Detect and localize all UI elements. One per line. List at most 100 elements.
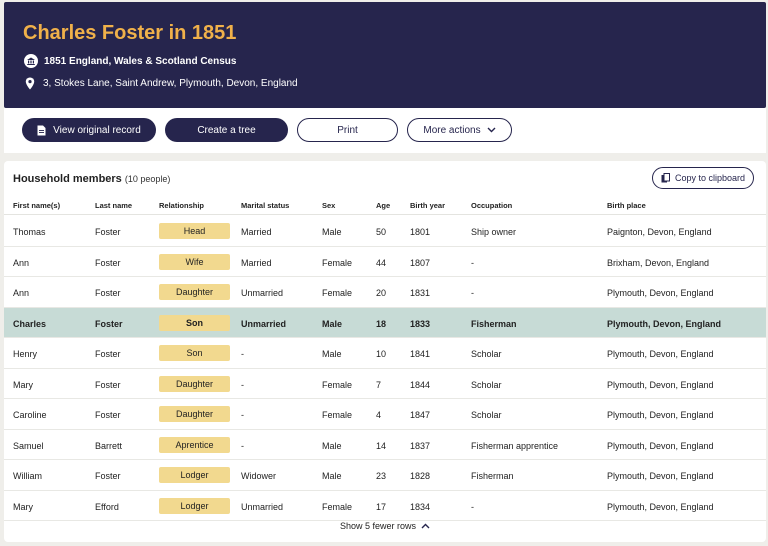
occupation-cell: Fisherman <box>471 471 514 481</box>
relationship-badge: Son <box>159 314 230 331</box>
col-first-name: First name(s) <box>13 201 61 210</box>
age-cell: 50 <box>376 227 387 237</box>
last-name-cell: Foster <box>95 227 121 237</box>
age-cell: 17 <box>376 501 387 512</box>
relationship-badge: Daughter <box>159 284 230 300</box>
last-name-cell: Foster <box>95 379 121 390</box>
table-row: Caroline Foster Daughter - Female 4 1847 Schola… <box>4 399 766 430</box>
occupation-cell: - <box>471 501 474 512</box>
table-row: Henry Foster Son - Male 10 1841 Scholar Plymouth… <box>4 338 766 369</box>
table-row: William Foster Lodger Widower Male 23 1828 Fish… <box>4 460 766 491</box>
first-name-cell: Mary <box>13 501 33 512</box>
relationship-badge: Lodger <box>159 467 230 483</box>
marital-status-cell: - <box>241 349 244 359</box>
address-line: 3, Stokes Lane, Saint Andrew, Plymouth, … <box>24 76 298 90</box>
last-name-cell: Foster <box>95 349 121 359</box>
birth-place-cell: Plymouth, Devon, England <box>607 379 714 390</box>
occupation-cell: - <box>471 257 474 268</box>
col-birth-year: Birth year <box>410 201 446 210</box>
last-name-cell: Foster <box>95 318 123 329</box>
age-cell: 23 <box>376 471 387 481</box>
marital-status-cell: Widower <box>241 471 277 481</box>
household-table-body: Thomas Foster Head Married Male 50 1801 Ship ow… <box>4 216 766 521</box>
view-original-record-button[interactable]: View original record <box>22 118 156 142</box>
col-marital-status: Marital status <box>241 201 290 210</box>
household-heading: Household members (10 people) <box>13 173 170 185</box>
occupation-cell: Scholar <box>471 349 502 359</box>
first-name-cell: Henry <box>13 349 38 359</box>
table-row: Mary Efford Lodger Unmarried Female 17 1834 - Pl… <box>4 491 766 521</box>
birth-year-cell: 1801 <box>410 227 431 237</box>
address-text: 3, Stokes Lane, Saint Andrew, Plymouth, … <box>43 77 298 89</box>
age-cell: 10 <box>376 349 387 359</box>
chevron-down-icon <box>487 127 496 133</box>
last-name-cell: Foster <box>95 257 121 268</box>
copy-label: Copy to clipboard <box>674 173 746 183</box>
col-relationship: Relationship <box>159 201 205 210</box>
col-last-name: Last name <box>95 201 133 210</box>
household-card: Household members (10 people) Copy to cl… <box>4 161 766 542</box>
birth-place-cell: Paignton, Devon, England <box>607 227 712 237</box>
relationship-badge: Wife <box>159 253 230 270</box>
col-occupation: Occupation <box>471 201 513 210</box>
show-fewer-rows-toggle[interactable]: Show 5 fewer rows <box>4 521 766 531</box>
last-name-cell: Foster <box>95 471 121 481</box>
birth-year-cell: 1828 <box>410 471 431 481</box>
census-icon <box>24 54 38 68</box>
action-bar: View original record Create a tree Print… <box>4 108 766 153</box>
table-row: Thomas Foster Head Married Male 50 1801 Ship ow… <box>4 216 766 247</box>
sex-cell: Male <box>322 227 342 237</box>
last-name-cell: Efford <box>95 501 119 512</box>
table-row: Charles Foster Son Unmarried Male 18 1833 Fishe… <box>4 307 766 338</box>
census-line: 1851 England, Wales & Scotland Census <box>24 54 236 68</box>
col-age: Age <box>376 201 391 210</box>
age-cell: 7 <box>376 379 382 390</box>
copy-to-clipboard-button[interactable]: Copy to clipboard <box>652 167 754 189</box>
sex-cell: Female <box>322 257 353 268</box>
relationship-badge: Daughter <box>159 375 230 392</box>
relationship-badge: Son <box>159 345 230 361</box>
occupation-cell: Scholar <box>471 410 502 420</box>
sex-cell: Female <box>322 501 353 512</box>
first-name-cell: Charles <box>13 318 47 329</box>
occupation-cell: - <box>471 288 474 298</box>
marital-status-cell: Unmarried <box>241 288 284 298</box>
page-title: Charles Foster in 1851 <box>23 22 237 44</box>
last-name-cell: Foster <box>95 410 121 420</box>
marital-status-cell: - <box>241 440 244 451</box>
sex-cell: Male <box>322 318 343 329</box>
birth-year-cell: 1807 <box>410 257 431 268</box>
birth-place-cell: Plymouth, Devon, England <box>607 471 714 481</box>
age-cell: 18 <box>376 318 387 329</box>
print-button[interactable]: Print <box>297 118 398 142</box>
location-pin-icon <box>24 76 36 90</box>
col-sex: Sex <box>322 201 336 210</box>
household-count: (10 people) <box>124 174 171 184</box>
sex-cell: Male <box>322 349 342 359</box>
col-birth-place: Birth place <box>607 201 646 210</box>
birth-place-cell: Plymouth, Devon, England <box>607 349 714 359</box>
household-title: Household members <box>13 173 122 185</box>
occupation-cell: Ship owner <box>471 227 517 237</box>
birth-year-cell: 1841 <box>410 349 431 359</box>
age-cell: 20 <box>376 288 387 298</box>
table-row: Ann Foster Daughter Unmarried Female 20 1831 - P… <box>4 277 766 308</box>
birth-year-cell: 1837 <box>410 440 431 451</box>
first-name-cell: William <box>13 471 42 481</box>
marital-status-cell: - <box>241 410 244 420</box>
marital-status-cell: Unmarried <box>241 318 287 329</box>
create-tree-button[interactable]: Create a tree <box>165 118 288 142</box>
first-name-cell: Thomas <box>13 227 46 237</box>
census-name: 1851 England, Wales & Scotland Census <box>44 55 237 67</box>
table-row: Mary Foster Daughter - Female 7 1844 Scholar Ply… <box>4 369 766 399</box>
more-actions-button[interactable]: More actions <box>407 118 512 142</box>
last-name-cell: Barrett <box>95 440 123 451</box>
birth-year-cell: 1831 <box>410 288 431 298</box>
age-cell: 44 <box>376 257 387 268</box>
create-tree-label: Create a tree <box>197 124 256 136</box>
birth-place-cell: Plymouth, Devon, England <box>607 288 714 298</box>
birth-year-cell: 1844 <box>410 379 431 390</box>
first-name-cell: Samuel <box>13 440 44 451</box>
marital-status-cell: - <box>241 379 244 390</box>
birth-year-cell: 1833 <box>410 318 431 329</box>
